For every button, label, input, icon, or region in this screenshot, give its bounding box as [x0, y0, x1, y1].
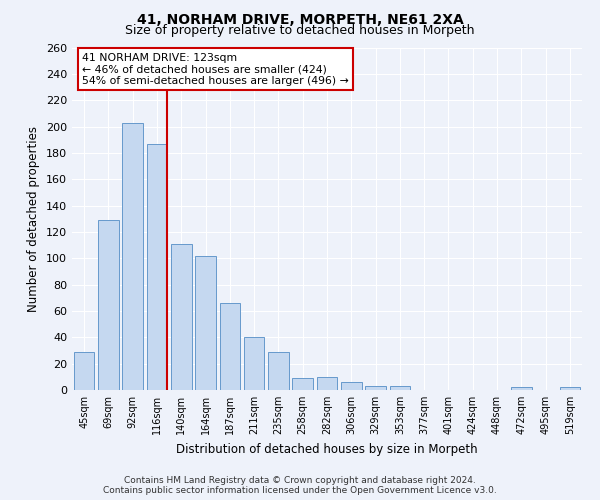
X-axis label: Distribution of detached houses by size in Morpeth: Distribution of detached houses by size …	[176, 442, 478, 456]
Bar	[146, 144, 167, 390]
Bar	[122, 122, 143, 390]
Y-axis label: Number of detached properties: Number of detached properties	[28, 126, 40, 312]
Bar	[389, 386, 410, 390]
Bar	[195, 256, 216, 390]
Text: Size of property relative to detached houses in Morpeth: Size of property relative to detached ho…	[125, 24, 475, 37]
Bar	[171, 244, 191, 390]
Text: 41 NORHAM DRIVE: 123sqm
← 46% of detached houses are smaller (424)
54% of semi-d: 41 NORHAM DRIVE: 123sqm ← 46% of detache…	[82, 52, 349, 86]
Bar	[98, 220, 119, 390]
Bar	[511, 388, 532, 390]
Bar	[365, 386, 386, 390]
Text: 41, NORHAM DRIVE, MORPETH, NE61 2XA: 41, NORHAM DRIVE, MORPETH, NE61 2XA	[137, 12, 463, 26]
Bar	[268, 352, 289, 390]
Bar	[74, 352, 94, 390]
Text: Contains HM Land Registry data © Crown copyright and database right 2024.
Contai: Contains HM Land Registry data © Crown c…	[103, 476, 497, 495]
Bar	[244, 338, 265, 390]
Bar	[560, 388, 580, 390]
Bar	[220, 303, 240, 390]
Bar	[341, 382, 362, 390]
Bar	[317, 377, 337, 390]
Bar	[292, 378, 313, 390]
